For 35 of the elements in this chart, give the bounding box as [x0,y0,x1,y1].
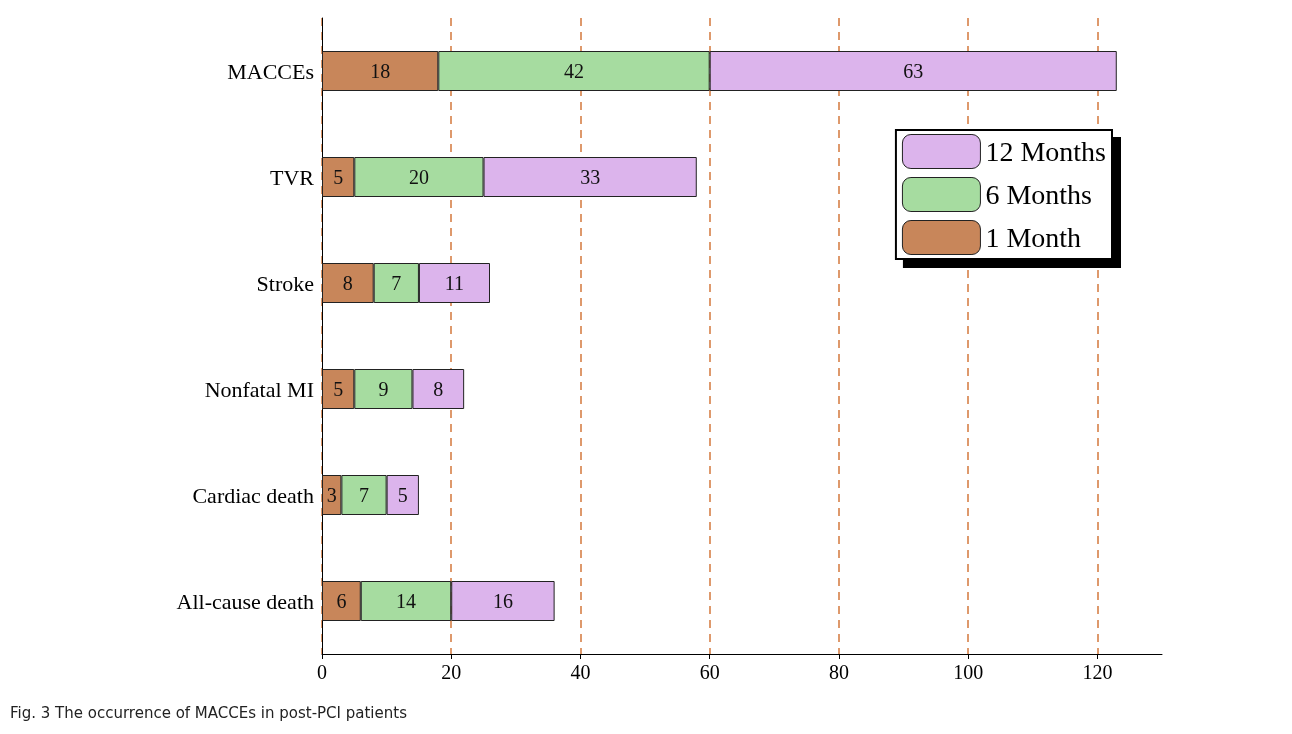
x-tick-label: 80 [828,661,849,683]
data-label: 33 [580,166,601,188]
y-tick-label: Cardiac death [192,482,314,508]
x-tick-label: 40 [570,661,591,683]
data-label: 9 [378,378,389,400]
data-label: 16 [492,590,513,612]
y-tick-label: MACCEs [227,58,314,84]
y-tick-label: All-cause death [176,588,314,614]
data-label: 5 [333,166,344,188]
x-tick-label: 120 [1082,661,1113,683]
data-label: 8 [342,272,353,294]
data-label: 11 [444,272,465,294]
y-tick-label: Nonfatal MI [204,376,314,402]
data-label: 20 [408,166,429,188]
data-label: 42 [564,60,584,82]
data-label: 63 [903,60,924,82]
data-label: 3 [326,484,337,506]
x-tick-label: 20 [441,661,462,683]
data-label: 7 [391,272,402,294]
data-label: 18 [370,60,391,82]
data-label: 14 [396,590,416,612]
legend-label: 1 Month [985,222,1082,253]
data-label: 7 [359,484,369,506]
x-tick-label: 100 [953,661,984,683]
data-label: 8 [433,378,444,400]
y-tick-label: TVR [270,164,315,190]
legend-label: 6 Months [985,179,1093,210]
x-tick-label: 0 [317,661,327,683]
caption: Fig. 3 The occurrence of MACCEs in post-PCI patients [10,703,408,722]
y-tick-label: Stroke [256,270,314,296]
data-label: 5 [397,484,408,506]
legend-label: 12 Months [985,136,1107,167]
data-label: 6 [336,590,347,612]
data-label: 5 [333,378,344,400]
x-tick-label: 60 [699,661,720,683]
